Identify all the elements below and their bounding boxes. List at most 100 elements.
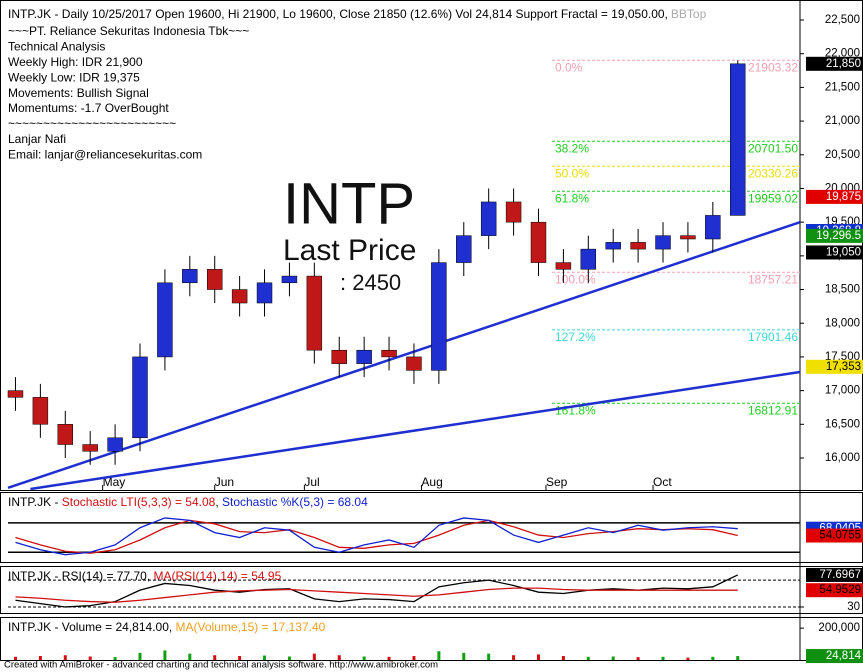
candle-body xyxy=(456,235,472,263)
title-part: Stochastic %K(5,3) = 68.04 xyxy=(222,495,368,509)
candle-body xyxy=(730,63,746,216)
candle-body xyxy=(82,444,98,452)
y-tick-label: 22,000 xyxy=(825,48,860,60)
candle-body xyxy=(406,356,422,371)
price-tag-label: 19,296.5 xyxy=(816,230,861,242)
y-tick-label: 16,500 xyxy=(825,418,860,430)
x-tick-label: May xyxy=(103,475,126,489)
y-tick-label: 22,500 xyxy=(825,14,860,26)
volume-bar xyxy=(38,656,42,660)
candle-body xyxy=(381,349,397,358)
candle-body xyxy=(132,356,148,439)
title-extra: BBTop xyxy=(671,7,707,21)
price-tag-label: 24,814 xyxy=(826,650,862,662)
indicator-line xyxy=(15,574,739,608)
header-line: Weekly Low: IDR 19,375 xyxy=(8,70,140,84)
title-part: INTP.JK - xyxy=(8,495,62,509)
candle-body xyxy=(331,349,347,364)
title-part: INTP.JK - Volume = 24,814.00, xyxy=(8,620,176,634)
fib-ratio: 0.0% xyxy=(555,60,583,74)
header-line: Email: lanjar@reliancesekuritas.com xyxy=(8,147,202,161)
candle-body xyxy=(356,349,372,364)
volume-bar xyxy=(686,657,690,660)
volume-bar xyxy=(88,656,92,660)
y-tick-label: 16,000 xyxy=(825,452,860,464)
candle-body xyxy=(182,269,198,284)
header-line: Lanjar Nafi xyxy=(8,132,66,146)
back-layer: INTP Last Price : 2450 xyxy=(283,171,416,294)
header-line: Weekly High: IDR 21,900 xyxy=(8,55,143,69)
header-line: Movements: Bullish Signal xyxy=(8,86,149,100)
trendline xyxy=(30,370,801,491)
x-tick-label: Jun xyxy=(215,475,234,489)
volume-bar xyxy=(163,650,167,660)
title-main: INTP.JK - Daily 10/25/2017 Open 19600, H… xyxy=(8,7,668,21)
volume-bar xyxy=(586,656,590,660)
header-line: ~~~PT. Reliance Sekuritas Indonesia Tbk~… xyxy=(8,24,249,38)
watermark: : 2450 xyxy=(340,270,401,295)
fib-price: 21903.32 xyxy=(748,60,798,74)
x-tick-label: Aug xyxy=(421,475,442,489)
candle-body xyxy=(431,262,447,371)
pane-title: INTP.JK - RSI(14) = 77.70, MA(RSI(14),14… xyxy=(8,569,282,583)
footer: Created with AmiBroker - advanced charti… xyxy=(4,660,438,671)
candle-body xyxy=(580,248,597,270)
volume-bar xyxy=(512,655,516,660)
fib-ratio: 50.0% xyxy=(555,166,589,180)
y-tick-label: 30 xyxy=(847,601,860,613)
price-tag-label: 77.6967 xyxy=(819,569,861,581)
volume-bar xyxy=(536,654,540,660)
volume-bar xyxy=(636,657,640,660)
volume-bar xyxy=(362,656,366,660)
volume-bar xyxy=(312,653,316,660)
volume-bar xyxy=(387,656,391,660)
volume-bar xyxy=(287,656,291,660)
volume-bar xyxy=(138,652,142,660)
price-tag xyxy=(806,583,863,598)
title-part: MA(RSI(14),14) = 54.95 xyxy=(154,569,282,583)
candle-body xyxy=(555,262,572,270)
candle-body xyxy=(32,397,49,425)
watermark: INTP xyxy=(283,171,415,236)
fib-ratio: 38.2% xyxy=(555,141,589,155)
candle-body xyxy=(157,282,173,358)
price-tag-label: 54.0755 xyxy=(819,530,861,542)
price-tag-label: 21,850 xyxy=(826,58,861,70)
y-tick-label: 21,000 xyxy=(825,115,860,127)
volume-bar xyxy=(711,656,715,660)
price-tag xyxy=(806,528,863,543)
candle-body xyxy=(680,235,696,240)
volume-bar xyxy=(337,655,341,660)
y-tick-label: 18,500 xyxy=(825,284,860,296)
fib-ratio: 61.8% xyxy=(555,191,589,205)
pane-title: INTP.JK - Volume = 24,814.00, MA(Volume,… xyxy=(8,620,326,634)
y-tick-label: 17,000 xyxy=(825,385,860,397)
volume-bar xyxy=(736,656,740,660)
candle-body xyxy=(281,275,298,284)
volume-bar xyxy=(561,656,565,660)
volume-bar xyxy=(487,653,491,660)
title-part: INTP.JK - RSI(14) = 77.70, xyxy=(8,569,154,583)
volume-bar xyxy=(113,657,117,660)
chart-title: INTP.JK - Daily 10/25/2017 Open 19600, H… xyxy=(8,7,707,21)
candle-body xyxy=(655,235,671,250)
candle-body xyxy=(57,424,74,445)
volume-bar xyxy=(63,655,67,660)
fib-price: 18757.21 xyxy=(748,272,798,286)
candle-body xyxy=(480,201,497,236)
candle-body xyxy=(530,221,547,263)
candle-body xyxy=(306,275,323,351)
x-tick-label: Oct xyxy=(653,475,672,489)
candle-body xyxy=(630,242,646,250)
indicator-line xyxy=(15,587,738,603)
price-tag xyxy=(806,56,863,71)
title-part: , xyxy=(215,495,222,509)
volume-bar xyxy=(13,656,17,660)
header-line: ~~~~~~~~~~~~~~~~~~~~~~~~ xyxy=(8,117,176,131)
price-tag xyxy=(806,189,863,204)
price-tag xyxy=(806,567,863,582)
price-tag-label: 19,875 xyxy=(826,191,861,203)
pane-title: INTP.JK - Stochastic LTI(5,3,3) = 54.08,… xyxy=(8,495,368,509)
price-tag xyxy=(806,245,863,260)
candle-body xyxy=(107,437,123,452)
